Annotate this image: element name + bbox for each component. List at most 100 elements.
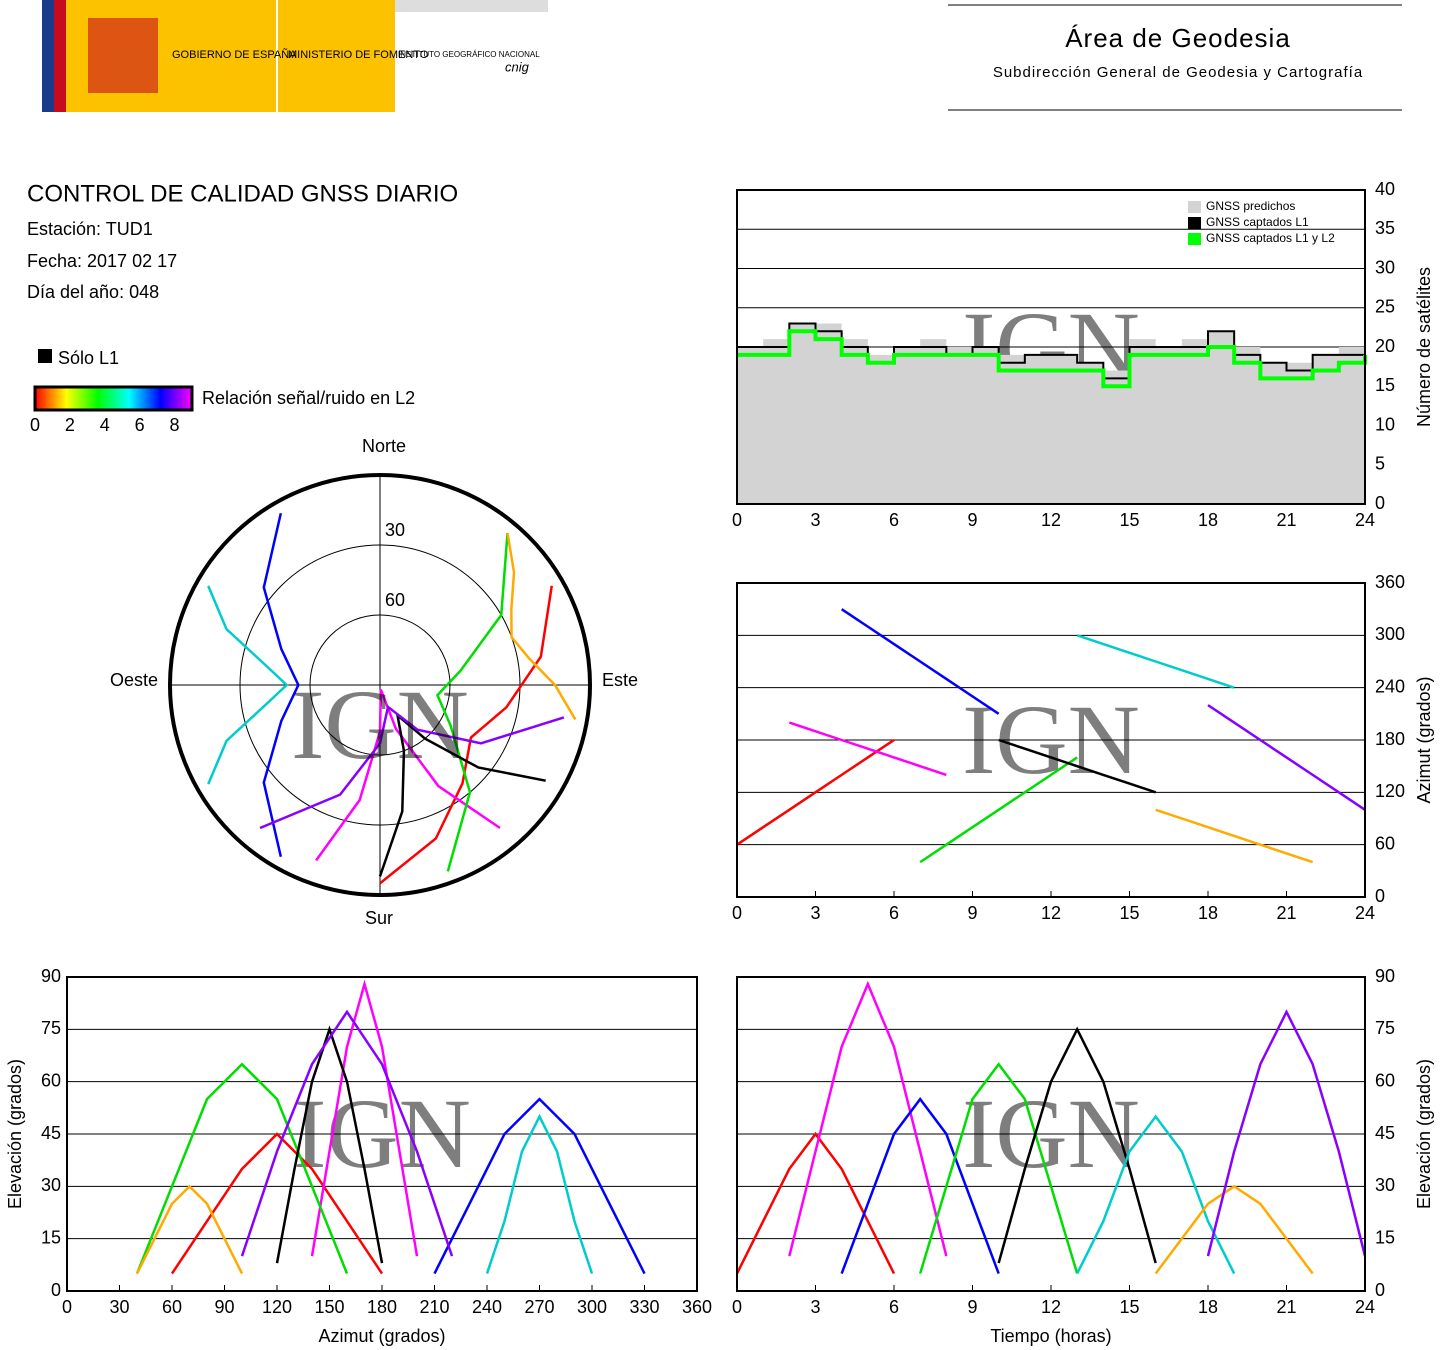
y-tick-label: 90: [41, 966, 61, 986]
plot-frame: [736, 189, 1366, 505]
colorbar-tick: 4: [100, 415, 110, 435]
watermark: IGN: [962, 1078, 1140, 1189]
x-tick-label: 6: [889, 903, 899, 923]
logo-ministry: [278, 0, 395, 112]
x-tick-label: 3: [810, 903, 820, 923]
plot-frame: [736, 582, 1366, 898]
legend-swatch: [1188, 233, 1201, 245]
logo-bar: [395, 0, 548, 12]
track: [315, 689, 501, 862]
station: Estación: TUD1: [27, 219, 153, 239]
y-tick-label: 45: [1375, 1123, 1395, 1143]
dir-label: Sur: [365, 908, 393, 928]
x-tick-label: 60: [162, 1297, 182, 1317]
y-tick-label: 25: [1375, 297, 1395, 317]
x-tick-label: 90: [214, 1297, 234, 1317]
y-tick-label: 15: [1375, 1227, 1395, 1247]
track: [262, 512, 300, 858]
track: [240, 1009, 454, 1257]
x-tick-label: 21: [1276, 903, 1296, 923]
watermark: IGN: [293, 1078, 471, 1189]
x-tick-label: 24: [1355, 510, 1375, 530]
polar-frame: [168, 473, 592, 897]
area: [737, 323, 1365, 504]
y-tick-label: 15: [1375, 375, 1395, 395]
y-tick-label: 60: [41, 1070, 61, 1090]
x-tick-label: 150: [314, 1297, 344, 1317]
x-tick-label: 300: [577, 1297, 607, 1317]
track: [1076, 634, 1235, 689]
y-tick-label: 240: [1375, 676, 1405, 696]
track: [1076, 1114, 1236, 1275]
plot-frame: [736, 976, 1366, 1292]
track: [736, 738, 895, 846]
doy: Día del año: 048: [27, 282, 159, 302]
legend-swatch: [1188, 201, 1201, 213]
dir-label: Este: [602, 670, 638, 690]
x-tick-label: 360: [682, 1297, 712, 1317]
colorbar-label: Relación señal/ruido en L2: [202, 388, 415, 408]
y-tick-label: 40: [1375, 179, 1395, 199]
institute-text: INSTITUTO GEOGRÁFICO NACIONAL: [398, 50, 540, 59]
x-tick-label: 15: [1119, 903, 1139, 923]
legend-label: GNSS predichos: [1206, 199, 1295, 213]
y-tick-label: 60: [1375, 1070, 1395, 1090]
track: [433, 1097, 646, 1275]
x-tick-label: 18: [1198, 510, 1218, 530]
x-tick-label: 24: [1355, 903, 1375, 923]
cnig-text: cnig: [505, 59, 530, 74]
ministry-text: MINISTERIO DE FOMENTO: [288, 49, 429, 61]
track: [506, 532, 577, 721]
l1-label: Sólo L1: [58, 348, 119, 368]
track: [998, 738, 1157, 794]
x-tick-label: 180: [367, 1297, 397, 1317]
colorbar: [33, 385, 194, 412]
x-tick-label: 3: [810, 510, 820, 530]
track: [135, 1184, 244, 1275]
x-tick-label: 120: [262, 1297, 292, 1317]
x-tick-label: 0: [732, 1297, 742, 1317]
y-tick-label: 10: [1375, 414, 1395, 434]
subdir: Subdirección General de Geodesia y Carto…: [993, 64, 1363, 81]
y-axis-label: Elevación (grados): [1414, 1059, 1434, 1209]
x-axis-label: Tiempo (horas): [990, 1326, 1111, 1346]
plot-frame: [66, 976, 698, 1292]
track: [485, 1113, 594, 1274]
x-tick-label: 240: [472, 1297, 502, 1317]
y-tick-label: 20: [1375, 336, 1395, 356]
colorbar-tick: 0: [30, 415, 40, 435]
track: [840, 608, 1000, 715]
x-tick-label: 9: [967, 1297, 977, 1317]
track: [735, 1131, 896, 1275]
y-tick-label: 0: [51, 1280, 61, 1300]
y-tick-label: 90: [1375, 966, 1395, 986]
x-tick-label: 21: [1276, 510, 1296, 530]
track: [207, 585, 289, 785]
legend-label: GNSS captados L1 y L2: [1206, 231, 1335, 245]
track: [259, 704, 565, 830]
ring-label: 30: [385, 520, 405, 540]
l1-swatch: [38, 349, 52, 363]
track: [1155, 808, 1314, 864]
y-tick-label: 0: [1375, 1280, 1385, 1300]
y-tick-label: 0: [1375, 886, 1385, 906]
track: [919, 756, 1078, 864]
track: [840, 1097, 1000, 1274]
y-tick-label: 0: [1375, 493, 1385, 513]
legend-swatch: [1188, 217, 1201, 229]
x-tick-label: 210: [419, 1297, 449, 1317]
x-tick-label: 15: [1119, 1297, 1139, 1317]
area-title: Área de Geodesia: [1065, 23, 1291, 53]
date: Fecha: 2017 02 17: [27, 251, 177, 271]
y-tick-label: 30: [41, 1175, 61, 1195]
flag-blue: [42, 0, 54, 112]
x-tick-label: 0: [732, 510, 742, 530]
x-tick-label: 9: [967, 903, 977, 923]
track: [310, 979, 419, 1257]
track: [1154, 1184, 1314, 1275]
colorbar-tick: 6: [135, 415, 145, 435]
y-tick-label: 180: [1375, 729, 1405, 749]
legend-label: GNSS captados L1: [1206, 215, 1309, 229]
gov-text: GOBIERNO DE ESPAÑA: [172, 48, 297, 61]
